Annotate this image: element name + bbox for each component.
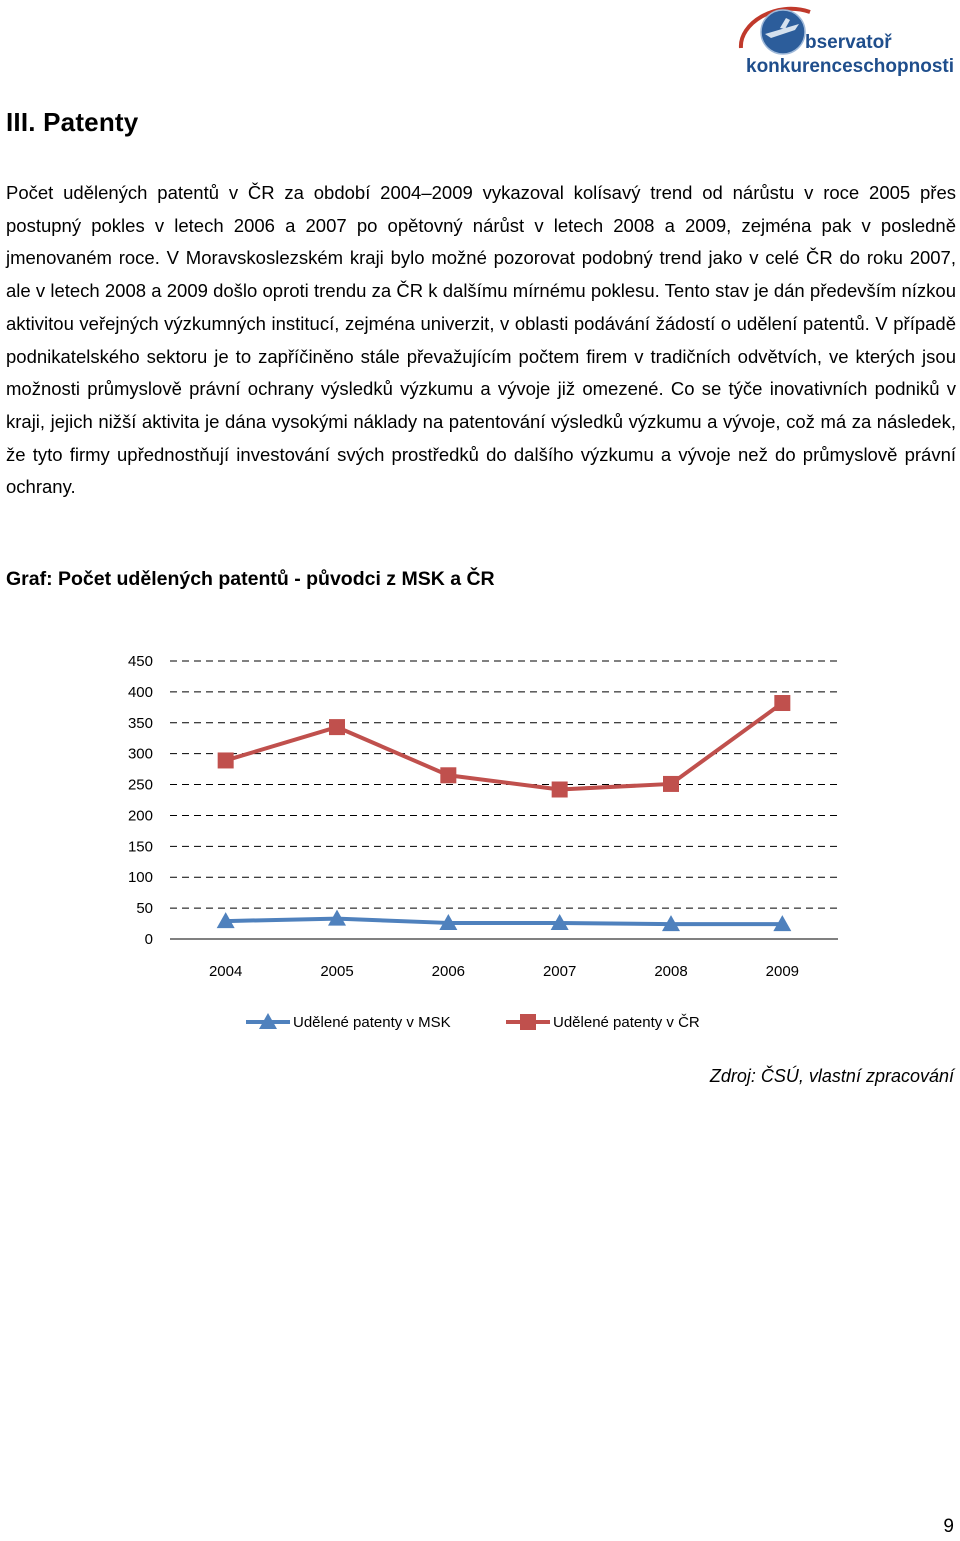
source-note: Zdroj: ČSÚ, vlastní zpracování: [709, 1066, 954, 1086]
data-point: [440, 767, 457, 784]
chart-legend: Udělené patenty v MSK Udělené patenty v Č…: [246, 1013, 700, 1031]
y-tick-label: 300: [128, 746, 153, 763]
x-tick-label: 2005: [320, 963, 353, 980]
data-point: [663, 775, 679, 792]
series-line: [225, 916, 783, 927]
data-point: [439, 913, 458, 930]
data-point: [774, 695, 791, 712]
chart-gridlines: [170, 660, 838, 940]
data-point: [328, 909, 346, 926]
y-tick-label: 400: [128, 684, 153, 701]
data-point: [217, 752, 234, 769]
line-chart: 0 50 100 150 200 250 300 350 400 450 2004 2005 2006…: [128, 653, 838, 1031]
data-point: [662, 915, 680, 932]
x-tick-label: 2009: [766, 963, 799, 980]
observatory-globe-icon: [738, 6, 811, 55]
series-line: [225, 701, 784, 792]
legend-label: Udělené patenty v MSK: [293, 1014, 451, 1031]
data-point: [551, 781, 568, 798]
series-lines: [225, 701, 784, 927]
logo: bservatoř konkurenceschopnosti: [735, 4, 957, 78]
page-number: 9: [943, 1516, 954, 1537]
x-tick-label: 2004: [209, 963, 242, 980]
data-point: [216, 912, 235, 929]
y-tick-label: 150: [128, 838, 153, 855]
y-tick-label: 50: [136, 900, 153, 917]
y-tick-label: 450: [128, 653, 153, 670]
legend-swatch-marker: [520, 1014, 536, 1030]
y-tick-label: 0: [145, 931, 153, 948]
x-tick-label: 2008: [654, 963, 687, 980]
y-tick-label: 100: [128, 869, 153, 886]
y-tick-label: 350: [128, 715, 153, 732]
legend-swatch-marker: [259, 1013, 277, 1029]
data-point: [773, 915, 792, 932]
y-axis-ticks: 0 50 100 150 200 250 300 350 400 450: [128, 653, 153, 948]
logo-text-line1: bservatoř: [805, 32, 892, 53]
legend-label: Udělené patenty v ČR: [553, 1014, 700, 1031]
body-paragraph: Počet udělených patentů v ČR za období 2…: [6, 182, 956, 498]
data-point: [550, 913, 569, 930]
section-heading: III. Patenty: [6, 107, 139, 137]
x-axis-ticks: 2004 2005 2006 2007 2008 2009: [209, 963, 799, 980]
graph-title: Graf: Počet udělených patentů - původci …: [6, 568, 495, 590]
x-tick-label: 2007: [543, 963, 576, 980]
logo-text-line2: konkurenceschopnosti: [746, 56, 954, 77]
y-tick-label: 200: [128, 807, 153, 824]
series-markers: [216, 695, 792, 932]
y-tick-label: 250: [128, 777, 153, 794]
data-point: [329, 719, 345, 736]
x-tick-label: 2006: [432, 963, 465, 980]
